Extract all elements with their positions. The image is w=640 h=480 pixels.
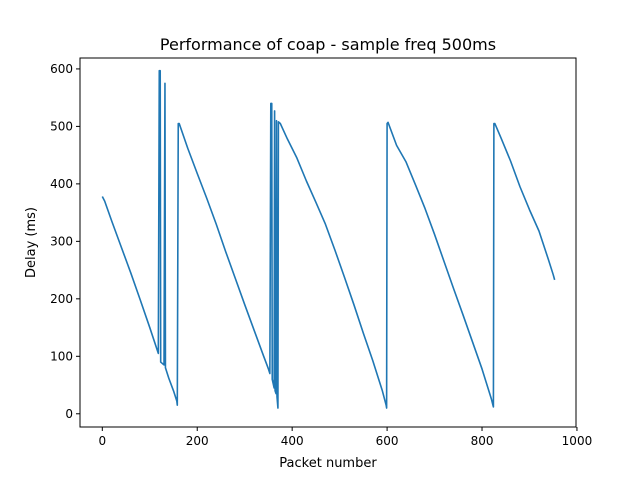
y-tick-label: 100 — [50, 349, 73, 363]
x-axis-label: Packet number — [279, 456, 377, 471]
x-tick-label: 1000 — [562, 434, 593, 448]
axis-ticks: 0 200 400 600 800 1000 0 100 200 300 400 500 600 — [50, 62, 592, 448]
x-tick-label: 400 — [281, 434, 304, 448]
x-tick-label: 200 — [186, 434, 209, 448]
axes-frame — [79, 57, 577, 428]
x-tick-label: 0 — [98, 434, 106, 448]
plot-area — [101, 69, 556, 409]
x-tick-label: 600 — [376, 434, 399, 448]
y-tick-label: 400 — [50, 177, 73, 191]
y-tick-label: 300 — [50, 234, 73, 248]
y-tick-label: 600 — [50, 62, 73, 76]
y-tick-label: 500 — [50, 119, 73, 133]
chart-title: Performance of coap - sample freq 500ms — [160, 35, 496, 54]
y-tick-label: 0 — [65, 407, 73, 421]
series-line — [101, 69, 556, 409]
y-axis-label: Delay (ms) — [24, 207, 39, 278]
x-tick-label: 800 — [471, 434, 494, 448]
y-tick-label: 200 — [50, 292, 73, 306]
